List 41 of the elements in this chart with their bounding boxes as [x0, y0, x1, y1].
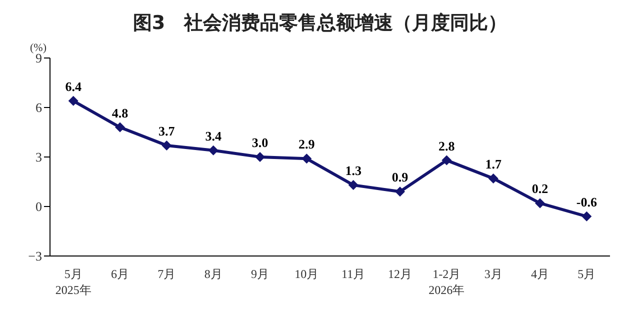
- data-label: 3.0: [252, 135, 268, 150]
- x-tick-label: 8月: [204, 267, 222, 281]
- data-label: 1.7: [485, 156, 502, 172]
- data-label: 0.9: [392, 170, 409, 185]
- point: [115, 122, 125, 132]
- x-tick-label: 10月: [294, 267, 319, 281]
- y-tick-label: 3: [36, 150, 42, 165]
- y-tick-label: 6: [36, 100, 42, 116]
- point: [302, 154, 312, 164]
- data-label: 0.2: [532, 181, 548, 196]
- point: [348, 180, 358, 190]
- x-tick-label: 9月: [251, 267, 269, 281]
- data-label: 6.4: [65, 78, 82, 94]
- data-label: 3.4: [205, 128, 222, 144]
- point: [395, 186, 405, 197]
- point: [255, 152, 265, 162]
- x-tick-label: 5月: [578, 267, 596, 281]
- point: [442, 155, 452, 166]
- point: [488, 173, 498, 184]
- x-tick-label: 4月: [531, 267, 549, 281]
- data-label: 2.9: [298, 136, 316, 152]
- data-label: -0.6: [576, 194, 598, 210]
- point: [68, 96, 78, 106]
- x-tick-label: 1-2月 2026年: [428, 267, 465, 297]
- x-tick-label: 11月: [342, 267, 366, 281]
- point: [535, 198, 545, 208]
- data-label: 1.3: [345, 163, 362, 178]
- data-label: 2.8: [438, 138, 456, 154]
- x-tick-label: 7月: [158, 267, 176, 281]
- x-tick-label: 5月 2025年: [55, 267, 92, 297]
- point: [582, 211, 592, 222]
- data-label: 3.7: [158, 123, 176, 138]
- y-tick-label: −3: [28, 248, 42, 264]
- x-tick-label: 6月: [111, 267, 129, 281]
- x-tick-label: 12月: [388, 267, 412, 281]
- y-tick-label: 0: [36, 199, 42, 214]
- chart-title: 图3 社会消费品零售总额增速（月度同比）: [132, 11, 508, 36]
- data-label: 4.8: [112, 105, 129, 120]
- point: [208, 145, 218, 156]
- point: [162, 140, 172, 150]
- x-tick-label: 3月: [484, 267, 502, 281]
